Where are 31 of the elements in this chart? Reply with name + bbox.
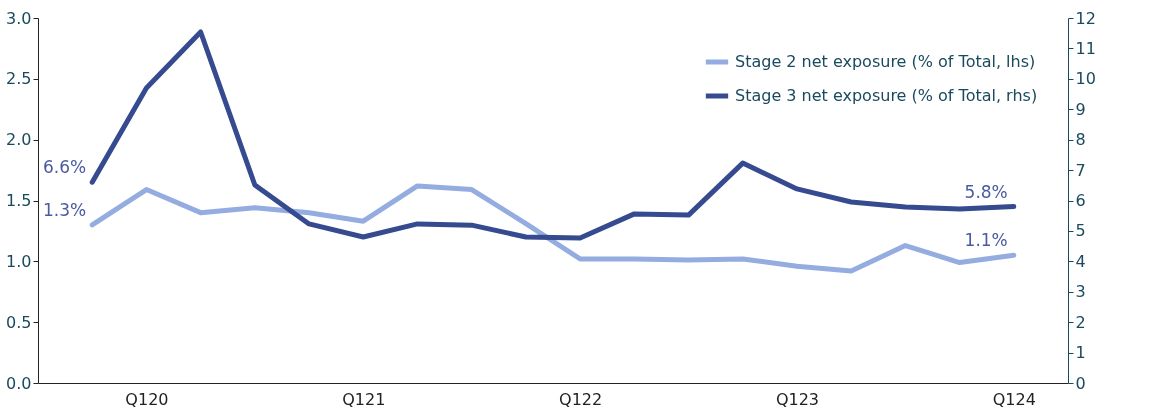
y2-tick-label: 10 (1075, 69, 1096, 89)
legend-label: Stage 2 net exposure (% of Total, lhs) (735, 52, 1036, 71)
y-tick-label: 1.0 (6, 251, 32, 271)
y2-tick-label: 2 (1075, 312, 1086, 332)
y-tick-label: 0.5 (6, 312, 32, 332)
y-tick-label: 2.0 (6, 130, 32, 150)
y-tick-label: 1.5 (6, 191, 32, 210)
data-label: 5.8% (964, 181, 1008, 202)
x-tick-label: Q121 (342, 389, 386, 409)
y-tick-label: 0.0 (6, 373, 32, 393)
y2-tick-label: 5 (1075, 221, 1086, 241)
data-label: 6.6% (43, 157, 87, 178)
y2-tick-label: 0 (1075, 373, 1086, 393)
y2-tick-label: 4 (1075, 251, 1086, 271)
y-tick-label: 3.0 (6, 8, 32, 28)
y2-tick-label: 8 (1075, 130, 1086, 150)
data-label: 1.3% (43, 199, 87, 220)
data-label: 1.1% (964, 230, 1008, 251)
x-tick-label: Q122 (559, 389, 603, 409)
y2-tick-label: 9 (1075, 99, 1086, 119)
y2-tick-label: 6 (1075, 191, 1086, 210)
x-tick-label: Q124 (992, 389, 1036, 409)
y2-tick-label: 7 (1075, 160, 1086, 180)
legend-label: Stage 3 net exposure (% of Total, rhs) (735, 86, 1038, 105)
y2-tick-label: 12 (1075, 8, 1096, 28)
y2-tick-label: 3 (1075, 282, 1086, 302)
x-tick-label: Q123 (775, 389, 820, 409)
y2-tick-label: 1 (1075, 343, 1086, 363)
x-tick-label: Q120 (125, 389, 169, 409)
y2-tick-label: 11 (1075, 38, 1096, 58)
y-tick-label: 2.5 (6, 69, 32, 89)
